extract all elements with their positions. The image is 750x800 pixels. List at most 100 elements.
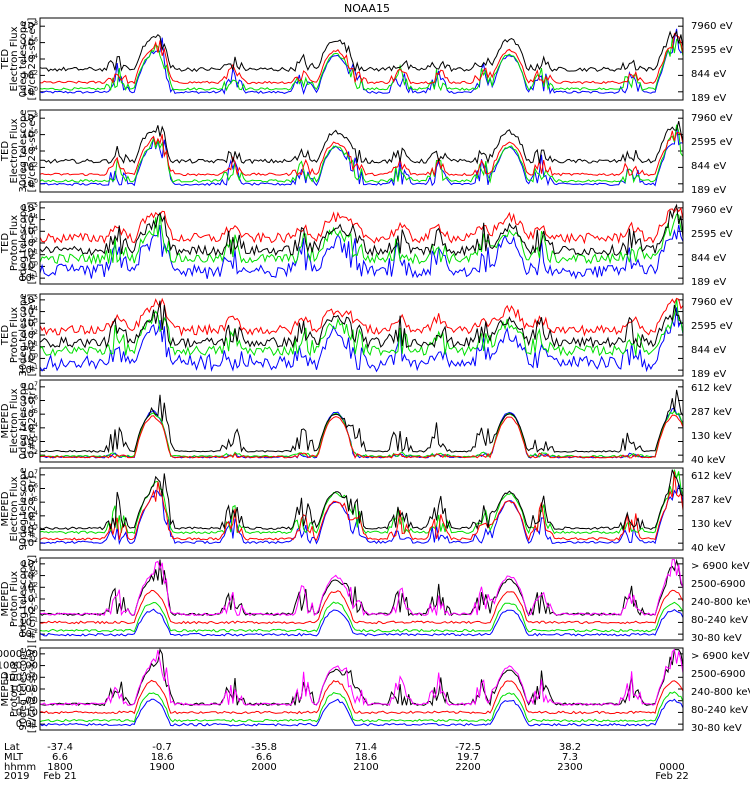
series-189-ev — [39, 28, 684, 96]
legend-entry: 2500-6900 — [691, 669, 746, 680]
y-tick-label: 104 — [21, 214, 38, 226]
axis-tick-label: 2300 — [557, 762, 582, 773]
y-tick-label: 102 — [21, 581, 38, 593]
legend-entry: 612 keV — [691, 471, 732, 482]
y-tick-label: 103 — [21, 317, 38, 329]
axis-tick-label: -35.8 — [251, 742, 277, 753]
series-7960-ev — [39, 203, 684, 258]
y-tick-label: 1.00 — [16, 696, 38, 707]
y-axis-label: MEPEDProton Flux90deg telescope[#/cm2-s-… — [0, 645, 38, 733]
y-tick-label: 100.00 — [3, 672, 38, 683]
y-tick-label: 106 — [21, 483, 38, 495]
axis-tick-label: -0.7 — [152, 742, 172, 753]
panel-frame — [39, 201, 684, 285]
legend-entry: 844 eV — [691, 345, 726, 356]
axis-tick-label: 38.2 — [559, 742, 581, 753]
panel-frame — [39, 379, 684, 463]
y-tick-label: 106 — [21, 129, 38, 141]
axis-tick-label: 71.4 — [355, 742, 377, 753]
legend-entry: 287 keV — [691, 495, 732, 506]
y-tick-label: 103 — [21, 436, 38, 448]
legend-entry: 40 keV — [691, 543, 725, 554]
series-80-240-kev — [39, 691, 684, 723]
y-tick-label: 102 — [21, 237, 38, 249]
y-tick-label: 107 — [21, 469, 38, 481]
y-axis-label: TEDElectron Flux0deg telescope[#/cm2-s-s… — [0, 18, 38, 101]
series-30-80-kev — [39, 698, 684, 727]
legend-entry: 240-800 keV — [691, 687, 750, 698]
legend-entry: 2595 eV — [691, 137, 733, 148]
axis-tick-label: 1900 — [149, 762, 174, 773]
y-tick-label: 106 — [21, 37, 38, 49]
legend-entry: 240-800 keV — [691, 597, 750, 608]
y-tick-label: 105 — [21, 294, 38, 306]
panel-frame — [39, 17, 684, 101]
series--6900-kev — [39, 559, 684, 617]
series-287-kev — [39, 471, 684, 542]
y-tick-label: 101 — [21, 249, 38, 261]
axis-row-label: 2019 — [4, 771, 29, 782]
series-2595-ev — [39, 130, 684, 177]
series-844-ev — [39, 213, 684, 265]
series-189-ev — [39, 224, 684, 280]
legend-entry: 80-240 keV — [691, 705, 748, 716]
legend-entry: 189 eV — [691, 369, 726, 380]
axis-tick-label: 6.6 — [52, 752, 68, 763]
legend-entry: 30-80 keV — [691, 633, 742, 644]
series-80-240-kev — [39, 601, 684, 633]
legend-entry: 130 keV — [691, 519, 732, 530]
legend-entry: 2500-6900 — [691, 579, 746, 590]
axis-tick-label: 2000 — [251, 762, 276, 773]
y-tick-label: 1000.00 — [0, 661, 38, 672]
legend-entry: 7960 eV — [691, 113, 733, 124]
figure-title: NOAA15 — [344, 2, 390, 15]
legend-entry: 7960 eV — [691, 21, 733, 32]
y-tick-label: 104 — [21, 558, 38, 570]
series-7960-ev — [39, 300, 684, 350]
axis-tick-label: 18.6 — [355, 752, 377, 763]
axis-tick-label: 18.6 — [151, 752, 173, 763]
axis-tick-label: 2100 — [353, 762, 378, 773]
y-tick-label: 105 — [21, 202, 38, 214]
series-2595-ev — [39, 32, 684, 85]
axis-tick-label: 0000 — [659, 762, 684, 773]
axis-row-label: hhmm — [4, 762, 36, 773]
series-287-kev — [39, 414, 684, 460]
legend-entry: 30-80 keV — [691, 723, 742, 734]
y-axis-label: TEDProton Flux30deg telescope[#/cm2-s-st… — [0, 293, 38, 376]
axis-row-label: Lat — [4, 742, 20, 753]
axis-tick-label: 6.6 — [256, 752, 272, 763]
axis-tick-label: 2200 — [455, 762, 480, 773]
legend-entry: 2595 eV — [691, 45, 733, 56]
panel-frame — [39, 109, 684, 193]
legend-entry: 189 eV — [691, 93, 726, 104]
panel-frame — [39, 293, 684, 377]
legend-entry: 130 keV — [691, 431, 732, 442]
series-189-ev — [39, 307, 684, 373]
y-tick-label: 103 — [21, 225, 38, 237]
y-axis-label: MEPEDProton Flux0deg telescope[#/cm2-s-s… — [0, 555, 38, 643]
legend-entry: 844 eV — [691, 253, 726, 264]
series-7960-ev — [39, 120, 684, 165]
axis-tick-label: 1800 — [47, 762, 72, 773]
y-tick-label: 103 — [21, 524, 38, 536]
y-tick-label: 101 — [21, 593, 38, 605]
axis-tick-label: 19.7 — [457, 752, 479, 763]
y-tick-label: 10000.00 — [0, 649, 38, 660]
series-612-kev — [39, 389, 684, 454]
y-axis-label: TEDProton Flux0deg telescope[#/cm2-s-str… — [0, 202, 38, 285]
y-tick-label: 102 — [21, 537, 38, 549]
y-tick-label: 102 — [21, 69, 38, 81]
y-tick-label: 0.10 — [16, 707, 38, 718]
y-tick-label: 104 — [21, 422, 38, 434]
axis-tick-label: Feb 22 — [655, 771, 689, 782]
series-7960-ev — [39, 30, 684, 73]
axis-tick-label: Feb 21 — [43, 771, 77, 782]
y-tick-label: 105 — [21, 408, 38, 420]
legend-entry: 844 eV — [691, 161, 726, 172]
